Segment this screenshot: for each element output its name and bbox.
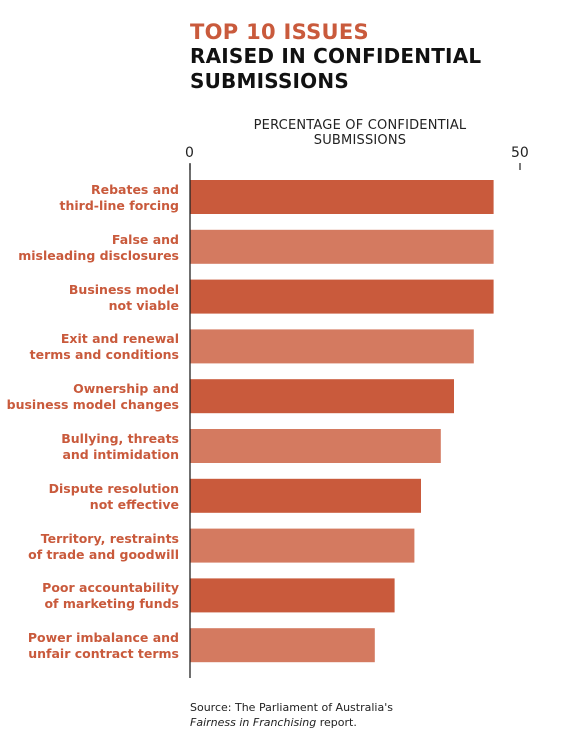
bar: [190, 628, 375, 663]
bar: [190, 180, 494, 214]
category-label: False and misleading disclosures: [0, 232, 179, 264]
bar: [190, 379, 454, 414]
category-label: Dispute resolution not effective: [0, 481, 179, 513]
source-line2-rest: report.: [316, 716, 357, 729]
source-line1: Source: The Parliament of Australia's: [190, 701, 393, 714]
bar: [190, 279, 494, 314]
category-label-line: Ownership and: [73, 381, 179, 397]
category-label: Business model not viable: [0, 282, 179, 314]
chart-title-line2: RAISED IN CONFIDENTIAL SUBMISSIONS: [190, 44, 482, 93]
category-label-line: Power imbalance and: [27, 630, 179, 646]
source-note: Source: The Parliament of Australia's Fa…: [190, 700, 393, 730]
x-tick-label-50: 50: [511, 145, 529, 161]
bar: [190, 229, 494, 264]
category-label-line: unfair contract terms: [28, 646, 179, 662]
x-axis-title: PERCENTAGE OF CONFIDENTIAL SUBMISSIONS: [253, 118, 467, 148]
category-label: Poor accountability of marketing funds: [0, 580, 179, 612]
bar: [190, 528, 415, 563]
category-label: Power imbalance and unfair contract terms: [0, 630, 179, 662]
category-label-line: misleading disclosures: [18, 247, 179, 263]
category-label-line: not effective: [89, 496, 179, 512]
category-label-line: Business model: [68, 281, 179, 297]
category-label-line: Territory, restraints: [40, 530, 179, 546]
category-label-line: of marketing funds: [44, 596, 179, 612]
bar: [190, 578, 395, 613]
category-label-line: Poor accountability: [42, 580, 179, 596]
report-title: Fairness in Franchising: [190, 716, 317, 729]
category-label-line: terms and conditions: [29, 347, 179, 363]
category-label-line: business model changes: [6, 397, 179, 413]
category-label-line: False and: [111, 231, 179, 247]
bar: [190, 429, 441, 463]
category-label: Ownership and business model changes: [0, 381, 179, 413]
category-label: Bullying, threats and intimidation: [0, 431, 179, 463]
category-label-line: Dispute resolution: [48, 480, 179, 496]
category-label-line: Bullying, threats: [61, 431, 179, 446]
category-label-line: third-line forcing: [59, 198, 180, 213]
bar: [190, 329, 474, 364]
category-label-line: and intimidation: [62, 447, 179, 462]
category-label-line: Rebates and: [90, 182, 179, 197]
chart-title-line1: TOP 10 ISSUES: [190, 20, 369, 44]
category-label-line: Exit and renewal: [60, 331, 179, 347]
x-tick-label-0: 0: [185, 145, 194, 161]
category-label-line: of trade and goodwill: [28, 546, 179, 562]
category-label-line: not viable: [108, 297, 179, 313]
source-line2: Fairness in Franchising report.: [190, 715, 393, 730]
bar: [190, 478, 421, 513]
category-label: Exit and renewal terms and conditions: [0, 331, 179, 363]
category-label: Rebates and third-line forcing: [0, 182, 180, 214]
category-label: Territory, restraints of trade and goodwi…: [0, 531, 179, 563]
